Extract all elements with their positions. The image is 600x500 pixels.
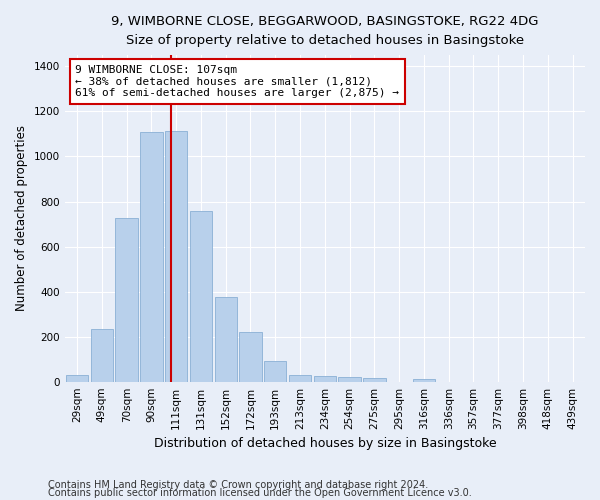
Bar — [91, 329, 113, 382]
Bar — [140, 132, 163, 382]
Bar — [363, 378, 386, 382]
Bar — [190, 210, 212, 382]
Bar — [215, 297, 237, 382]
Text: Contains HM Land Registry data © Crown copyright and database right 2024.: Contains HM Land Registry data © Crown c… — [48, 480, 428, 490]
Bar — [289, 375, 311, 382]
Bar — [338, 376, 361, 382]
Bar — [165, 130, 187, 382]
Text: Contains public sector information licensed under the Open Government Licence v3: Contains public sector information licen… — [48, 488, 472, 498]
Bar — [115, 218, 138, 382]
Y-axis label: Number of detached properties: Number of detached properties — [15, 126, 28, 312]
Title: 9, WIMBORNE CLOSE, BEGGARWOOD, BASINGSTOKE, RG22 4DG
Size of property relative t: 9, WIMBORNE CLOSE, BEGGARWOOD, BASINGSTO… — [111, 15, 539, 47]
Bar — [239, 332, 262, 382]
Text: 9 WIMBORNE CLOSE: 107sqm
← 38% of detached houses are smaller (1,812)
61% of sem: 9 WIMBORNE CLOSE: 107sqm ← 38% of detach… — [75, 65, 399, 98]
Bar — [413, 379, 435, 382]
X-axis label: Distribution of detached houses by size in Basingstoke: Distribution of detached houses by size … — [154, 437, 496, 450]
Bar — [66, 375, 88, 382]
Bar — [314, 376, 336, 382]
Bar — [264, 362, 286, 382]
